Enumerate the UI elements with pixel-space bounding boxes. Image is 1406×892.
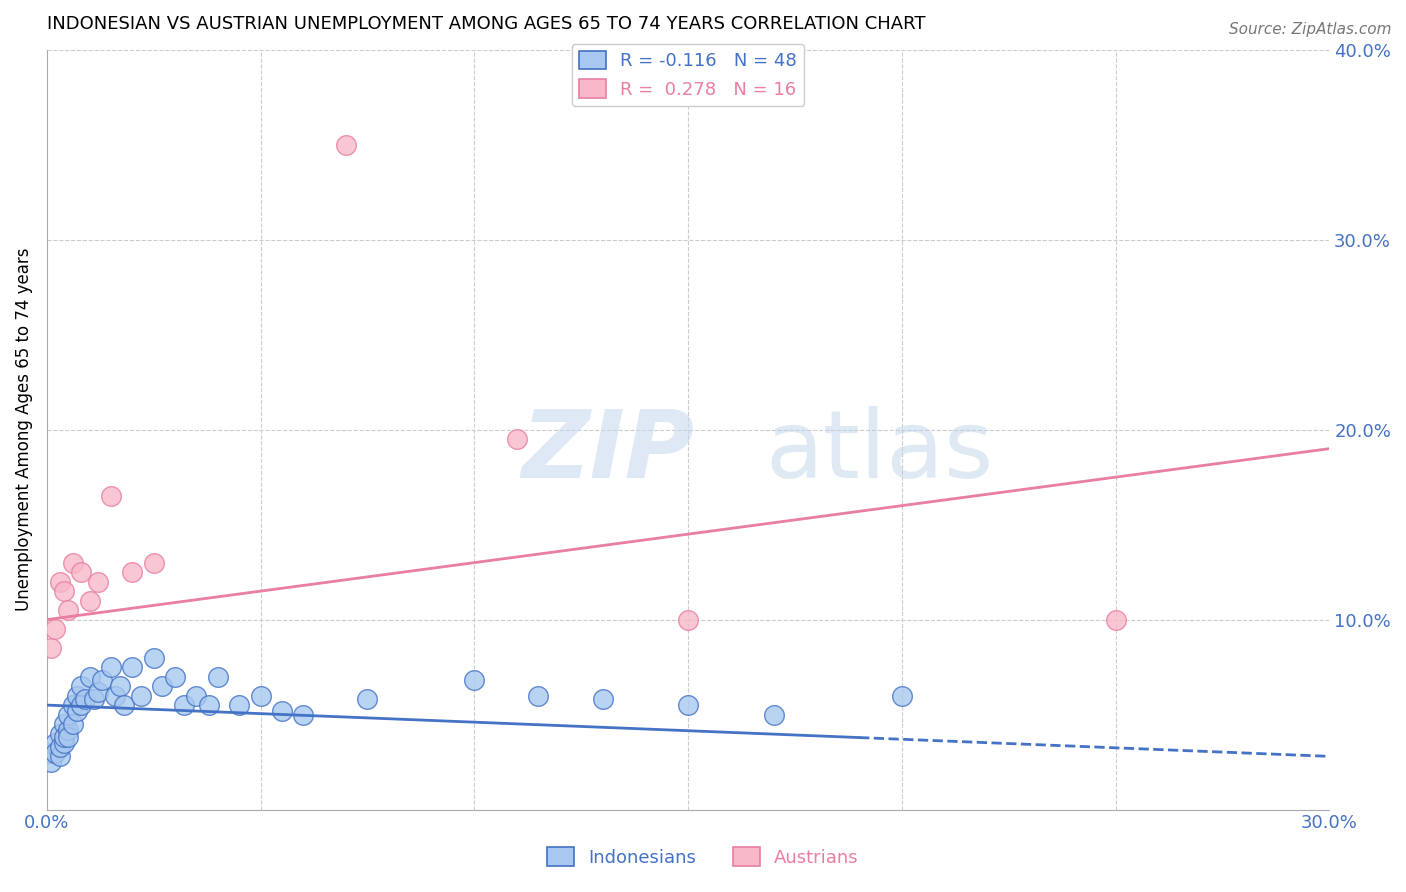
Point — [44, 746, 66, 760]
Point — [676, 698, 699, 712]
Text: Source: ZipAtlas.com: Source: ZipAtlas.com — [1229, 22, 1392, 37]
Point — [58, 723, 80, 737]
Point — [48, 574, 70, 589]
Point — [463, 673, 485, 688]
Legend: R = -0.116   N = 48, R =  0.278   N = 16: R = -0.116 N = 48, R = 0.278 N = 16 — [572, 44, 804, 106]
Point — [39, 755, 62, 769]
Point — [198, 698, 221, 712]
Point — [53, 717, 76, 731]
Point — [48, 749, 70, 764]
Point — [66, 689, 89, 703]
Point — [506, 432, 529, 446]
Point — [87, 574, 110, 589]
Point — [762, 707, 785, 722]
Point — [53, 736, 76, 750]
Point — [53, 584, 76, 599]
Point — [121, 660, 143, 674]
Point — [48, 739, 70, 754]
Point — [335, 137, 357, 152]
Point — [83, 692, 105, 706]
Text: INDONESIAN VS AUSTRIAN UNEMPLOYMENT AMONG AGES 65 TO 74 YEARS CORRELATION CHART: INDONESIAN VS AUSTRIAN UNEMPLOYMENT AMON… — [46, 15, 925, 33]
Point — [228, 698, 250, 712]
Point — [271, 704, 294, 718]
Point — [39, 641, 62, 656]
Point — [129, 689, 152, 703]
Point — [58, 603, 80, 617]
Point — [112, 698, 135, 712]
Point — [62, 556, 84, 570]
Point — [62, 717, 84, 731]
Point — [48, 726, 70, 740]
Point — [186, 689, 208, 703]
Text: ZIP: ZIP — [522, 407, 695, 499]
Point — [62, 698, 84, 712]
Point — [165, 670, 187, 684]
Point — [100, 660, 122, 674]
Point — [142, 556, 165, 570]
Point — [44, 622, 66, 636]
Point — [292, 707, 315, 722]
Point — [44, 736, 66, 750]
Point — [249, 689, 271, 703]
Point — [91, 673, 114, 688]
Text: atlas: atlas — [765, 407, 993, 499]
Point — [142, 650, 165, 665]
Point — [79, 593, 101, 607]
Point — [100, 489, 122, 503]
Point — [58, 707, 80, 722]
Point — [207, 670, 229, 684]
Point — [79, 670, 101, 684]
Point — [75, 692, 97, 706]
Point — [70, 679, 93, 693]
Point — [70, 698, 93, 712]
Point — [70, 565, 93, 579]
Point — [1104, 613, 1126, 627]
Point — [121, 565, 143, 579]
Point — [356, 692, 378, 706]
Point — [592, 692, 614, 706]
Legend: Indonesians, Austrians: Indonesians, Austrians — [540, 840, 866, 874]
Point — [104, 689, 127, 703]
Point — [890, 689, 912, 703]
Point — [527, 689, 550, 703]
Y-axis label: Unemployment Among Ages 65 to 74 years: Unemployment Among Ages 65 to 74 years — [15, 248, 32, 611]
Point — [39, 746, 62, 760]
Point — [53, 731, 76, 745]
Point — [108, 679, 131, 693]
Point — [173, 698, 195, 712]
Point — [66, 704, 89, 718]
Point — [87, 685, 110, 699]
Point — [150, 679, 173, 693]
Point — [676, 613, 699, 627]
Point — [58, 731, 80, 745]
